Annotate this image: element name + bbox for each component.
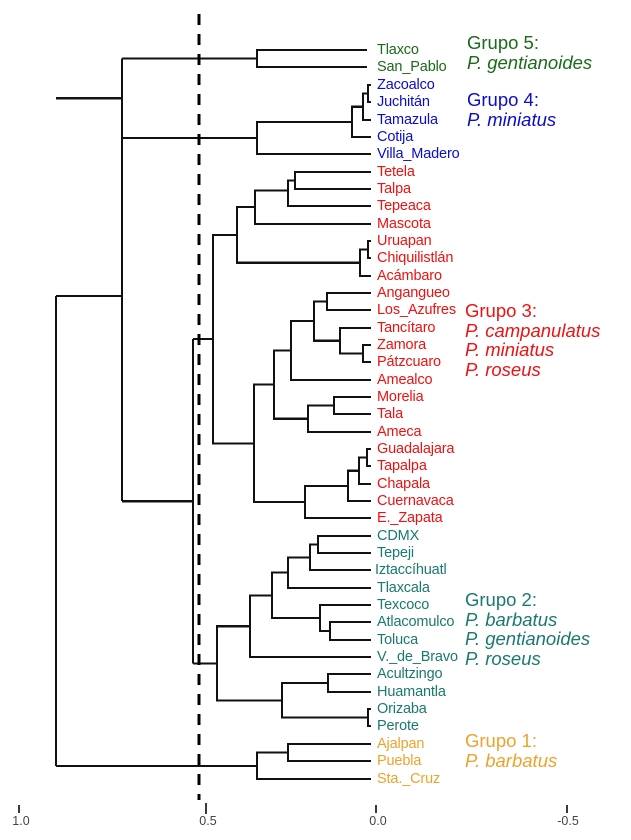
group-species: P. barbatus: [465, 749, 558, 771]
leaf-label[interactable]: Sta._Cruz: [377, 771, 441, 787]
group-species: P. roseus: [465, 647, 541, 669]
group-annotation-5: Grupo 5: P. gentianoides: [467, 33, 592, 72]
leaf-label[interactable]: Ajalpan: [377, 736, 425, 752]
leaf-label[interactable]: Tepeaca: [377, 198, 431, 214]
leaf-label[interactable]: Morelia: [377, 389, 424, 405]
leaf-label[interactable]: Huamantla: [377, 684, 446, 700]
leaf-label[interactable]: Guadalajara: [377, 441, 455, 457]
leaf-label[interactable]: Acámbaro: [377, 268, 442, 284]
leaf-label[interactable]: Angangueo: [377, 285, 450, 301]
leaf-label[interactable]: Puebla: [377, 753, 422, 769]
axis-tick-label: 0.0: [369, 814, 387, 828]
leaf-label[interactable]: Tala: [377, 406, 403, 422]
axis-tick-label: 0.5: [199, 814, 217, 828]
leaf-label[interactable]: Chapala: [377, 476, 430, 492]
group-species: P. roseus: [465, 358, 541, 380]
group-title: Grupo 4:: [467, 89, 539, 110]
axis-tick-label: -0.5: [557, 814, 579, 828]
group-annotation-3: Grupo 3: P. campanulatus P. miniatus P. …: [465, 301, 600, 379]
leaf-label[interactable]: Villa_Madero: [377, 146, 460, 162]
leaf-label[interactable]: Tetela: [377, 164, 415, 180]
leaf-label[interactable]: Zamora: [377, 337, 427, 353]
leaf-label[interactable]: Tlaxcala: [377, 580, 430, 596]
group-species: P. gentianoides: [467, 51, 593, 73]
leaf-label[interactable]: Tapalpa: [377, 458, 427, 474]
group-title: Grupo 1:: [465, 730, 537, 751]
leaf-label[interactable]: E._Zapata: [377, 510, 443, 526]
axis-tick-label: 1.0: [12, 814, 30, 828]
group-annotation-1: Grupo 1: P. barbatus: [465, 731, 557, 770]
tree-branches: [54, 48, 371, 781]
axis-tick-mark: [375, 805, 377, 813]
axis-tick-mark: [205, 803, 207, 814]
leaf-label[interactable]: Los_Azufres: [377, 302, 456, 318]
axis-tick-mark: [18, 805, 20, 813]
leaf-label[interactable]: Acultzingo: [377, 666, 443, 682]
group-title: Grupo 5:: [467, 32, 539, 53]
leaf-label[interactable]: Mascota: [377, 216, 431, 232]
leaf-label[interactable]: Ameca: [377, 424, 422, 440]
group-title: Grupo 2:: [465, 589, 537, 610]
leaf-label[interactable]: Orizaba: [377, 701, 427, 717]
group-annotation-2: Grupo 2: P. barbatus P. gentianoides P. …: [465, 590, 590, 668]
leaf-label[interactable]: San_Pablo: [377, 59, 447, 75]
leaf-label[interactable]: Toluca: [377, 632, 419, 648]
leaf-label[interactable]: Juchitán: [377, 94, 430, 110]
leaf-label[interactable]: V._de_Bravo: [377, 649, 458, 665]
leaf-label[interactable]: Atlacomulco: [377, 614, 455, 630]
group-title: Grupo 3:: [465, 300, 537, 321]
leaf-label[interactable]: Cuernavaca: [377, 493, 454, 509]
group-species: P. miniatus: [467, 108, 557, 130]
leaf-label[interactable]: Talpa: [377, 181, 411, 197]
leaf-label[interactable]: Tancítaro: [377, 320, 436, 336]
group-species: P. gentianoides: [465, 628, 591, 649]
leaf-label[interactable]: Tamazula: [377, 112, 438, 128]
group-species: P. miniatus: [465, 339, 555, 360]
leaf-label[interactable]: Tepeji: [377, 545, 414, 561]
group-annotation-4: Grupo 4: P. miniatus: [467, 90, 556, 129]
leaf-label[interactable]: Tlaxco: [377, 42, 419, 58]
leaf-label[interactable]: Cotija: [377, 129, 414, 145]
group-species: P. campanulatus: [465, 319, 601, 341]
leaf-label[interactable]: Texcoco: [377, 597, 430, 613]
leaf-label[interactable]: Iztaccíhuatl: [375, 562, 447, 578]
axis-tick-mark: [566, 805, 568, 813]
leaf-label[interactable]: Pátzcuaro: [377, 354, 441, 370]
leaf-label[interactable]: Amealco: [377, 372, 433, 388]
leaf-label[interactable]: CDMX: [377, 528, 420, 544]
leaf-label[interactable]: Zacoalco: [377, 77, 435, 93]
leaf-label[interactable]: Perote: [377, 718, 419, 734]
leaf-label[interactable]: Uruapan: [377, 233, 432, 249]
leaf-label[interactable]: Chiquilistlán: [377, 250, 454, 266]
group-species: P. barbatus: [465, 608, 558, 630]
